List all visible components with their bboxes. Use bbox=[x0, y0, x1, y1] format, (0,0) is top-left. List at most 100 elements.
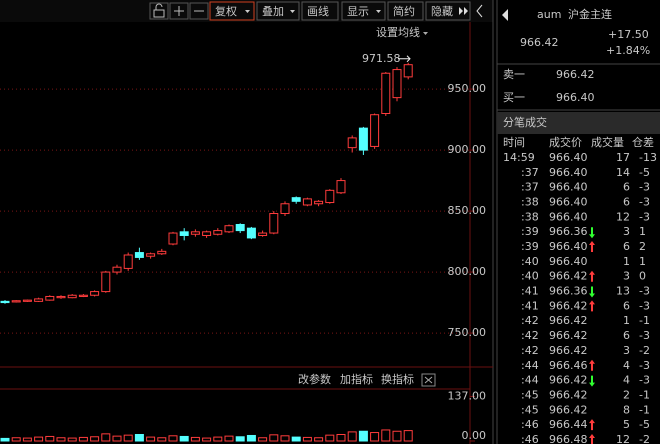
indicator-button[interactable]: 换指标 bbox=[381, 372, 414, 386]
volume-bar bbox=[224, 435, 234, 442]
trade-price: 966.40 bbox=[549, 151, 588, 164]
volume-bar bbox=[403, 430, 413, 442]
volume-bar bbox=[45, 435, 55, 442]
trade-price: 966.40 bbox=[549, 255, 588, 268]
zoom-out-button[interactable] bbox=[189, 2, 209, 20]
candle-body bbox=[123, 254, 133, 269]
volume-bar bbox=[34, 436, 44, 442]
candle-body bbox=[168, 232, 178, 245]
trade-time: :37 bbox=[521, 181, 539, 194]
trade-time: :46 bbox=[521, 418, 539, 431]
toolbar-button[interactable] bbox=[209, 1, 255, 21]
trade-oi-change: 1 bbox=[639, 255, 646, 268]
volume-bar bbox=[11, 437, 21, 442]
volume-bar bbox=[0, 437, 10, 442]
volume-bar bbox=[291, 436, 301, 442]
column-header: 时间 bbox=[503, 136, 525, 149]
more-icon bbox=[459, 7, 468, 15]
bid-label: 买一 bbox=[503, 91, 525, 104]
candle-body bbox=[190, 231, 200, 235]
trade-volume: 4 bbox=[623, 359, 630, 372]
trade-volume: 2 bbox=[623, 388, 630, 401]
volume-bar bbox=[213, 436, 223, 442]
candle-body bbox=[347, 137, 357, 149]
candle-body bbox=[67, 294, 77, 299]
trade-time: :44 bbox=[521, 374, 539, 387]
volume-bar bbox=[269, 434, 279, 442]
ask-label: 卖一 bbox=[503, 68, 525, 81]
trade-price: 966.42 bbox=[549, 299, 588, 312]
candle-body bbox=[11, 300, 21, 303]
candle-body bbox=[246, 227, 256, 239]
section-header bbox=[497, 112, 660, 134]
lock-button[interactable] bbox=[149, 2, 169, 20]
peak-label: 971.58 bbox=[362, 52, 401, 65]
trade-volume: 1 bbox=[623, 314, 630, 327]
bid-price: 966.40 bbox=[556, 91, 595, 104]
contract-code: aum bbox=[537, 8, 561, 21]
trade-price: 966.46 bbox=[549, 359, 588, 372]
trade-time: :42 bbox=[521, 329, 539, 342]
toolbar-button[interactable] bbox=[425, 1, 471, 21]
toolbar-label: 隐藏 bbox=[431, 5, 453, 18]
trade-time: :41 bbox=[521, 299, 539, 312]
trade-oi-change: 0 bbox=[639, 270, 646, 283]
toolbar-button[interactable] bbox=[341, 1, 386, 21]
dropdown-arrow bbox=[245, 10, 250, 13]
candle-body bbox=[202, 231, 212, 236]
last-price: 966.42 bbox=[520, 36, 559, 49]
dropdown-arrow bbox=[423, 32, 428, 35]
trade-price: 966.42 bbox=[549, 344, 588, 357]
y-tick-label: 900.00 bbox=[448, 143, 487, 156]
toolbar-button[interactable] bbox=[387, 1, 424, 21]
up-arrow bbox=[589, 419, 595, 431]
lock-icon bbox=[153, 9, 165, 18]
ma-setting[interactable]: 设置均线 bbox=[376, 25, 420, 39]
zoom-in-button[interactable] bbox=[169, 2, 189, 20]
candle-body bbox=[112, 266, 122, 273]
trade-oi-change: -3 bbox=[639, 374, 650, 387]
candle-body bbox=[179, 231, 189, 236]
volume-bar bbox=[157, 437, 167, 442]
toolbar-button[interactable] bbox=[301, 1, 339, 21]
volume-bar bbox=[179, 435, 189, 442]
candle-body bbox=[224, 225, 234, 233]
volume-bar bbox=[392, 430, 402, 442]
up-arrow bbox=[589, 359, 595, 371]
trade-oi-change: -13 bbox=[639, 151, 657, 164]
volume-bar bbox=[146, 436, 156, 442]
candle-body bbox=[78, 294, 88, 297]
price-change: +17.50 bbox=[608, 28, 649, 41]
down-arrow bbox=[589, 286, 595, 298]
trade-oi-change: -5 bbox=[639, 166, 650, 179]
trade-oi-change: -3 bbox=[639, 329, 650, 342]
candle-body bbox=[235, 223, 245, 232]
trade-time: :45 bbox=[521, 403, 539, 416]
trade-time: :37 bbox=[521, 166, 539, 179]
indicator-button[interactable]: 改参数 bbox=[298, 372, 331, 386]
indicator-button[interactable]: 加指标 bbox=[340, 372, 373, 386]
column-header: 仓差 bbox=[632, 135, 654, 149]
volume-bar bbox=[112, 435, 122, 442]
volume-bar bbox=[101, 433, 111, 442]
toolbar-button[interactable] bbox=[256, 1, 300, 21]
trade-oi-change: -2 bbox=[639, 344, 650, 357]
trade-volume: 6 bbox=[623, 299, 630, 312]
trade-price: 966.40 bbox=[549, 181, 588, 194]
candle-body bbox=[392, 69, 402, 99]
y-tick-label: 0.00 bbox=[462, 429, 487, 442]
y-tick-label: 950.00 bbox=[448, 82, 487, 95]
volume-bar bbox=[381, 429, 391, 442]
down-arrow bbox=[589, 375, 595, 387]
volume-bar bbox=[302, 436, 312, 442]
trade-oi-change: -3 bbox=[639, 210, 650, 223]
trade-oi-change: -2 bbox=[639, 433, 650, 444]
trade-oi-change: -3 bbox=[639, 299, 650, 312]
close-button[interactable] bbox=[421, 373, 436, 387]
price-change-pct: +1.84% bbox=[606, 44, 650, 57]
trade-time: :40 bbox=[521, 255, 539, 268]
trade-price: 966.42 bbox=[549, 403, 588, 416]
y-tick-label: 750.00 bbox=[448, 326, 487, 339]
contract-name: 沪金主连 bbox=[568, 7, 612, 21]
y-tick-label: 850.00 bbox=[448, 204, 487, 217]
